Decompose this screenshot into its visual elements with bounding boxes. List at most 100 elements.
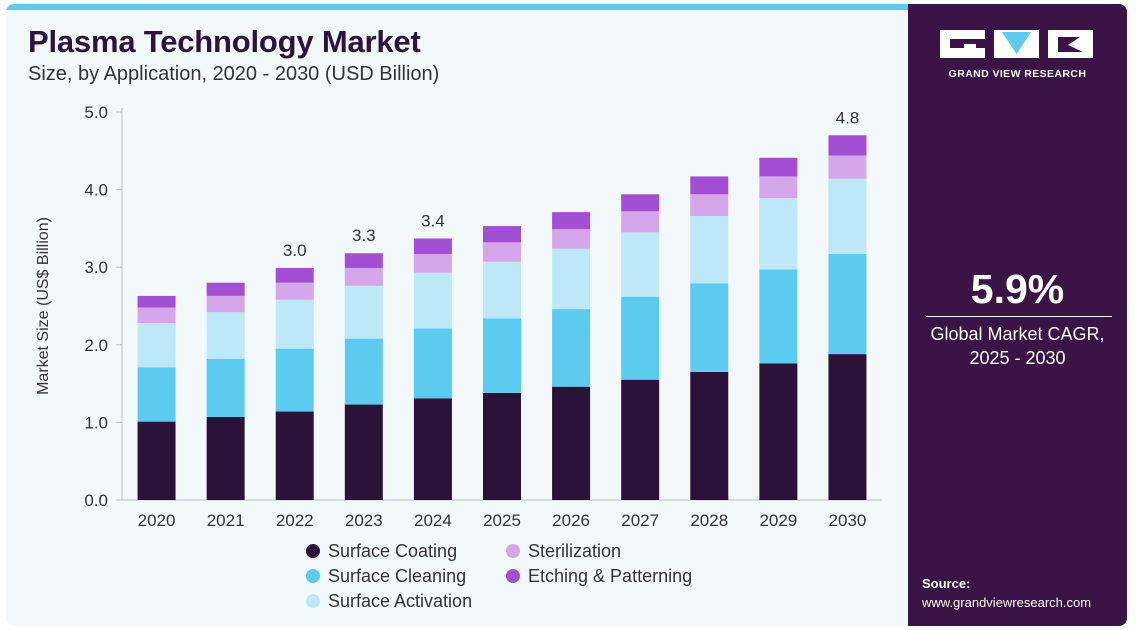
infographic: Plasma Technology Market Size, by Applic…	[6, 4, 1127, 626]
bar-segment-surface-coating	[275, 411, 314, 500]
legend-label: Sterilization	[528, 541, 622, 561]
legend-item-surface-coating: Surface Coating	[306, 541, 457, 562]
bar-segment-etching-patterning	[137, 295, 176, 308]
legend-label: Etching & Patterning	[528, 566, 693, 586]
bar-segment-sterilization	[206, 295, 245, 313]
bar-segment-etching-patterning	[690, 176, 729, 195]
accent-bar	[6, 4, 908, 10]
bar-segment-sterilization	[828, 155, 867, 179]
bar-segment-surface-cleaning	[483, 318, 521, 393]
bar-segment-etching-patterning	[828, 135, 867, 156]
bar-segment-surface-activation	[690, 215, 729, 284]
x-tick-label: 2024	[414, 511, 452, 530]
bar-segment-sterilization	[275, 282, 314, 300]
bar-segment-surface-cleaning	[206, 358, 245, 417]
bar-segment-surface-cleaning	[759, 269, 798, 364]
divider	[926, 316, 1112, 317]
legend-item-sterilization: Sterilization	[506, 541, 621, 562]
bar-segment-sterilization	[690, 194, 729, 216]
x-tick-label: 2028	[690, 511, 728, 530]
bar-segment-etching-patterning	[759, 157, 798, 177]
stacked-bar-chart: 0.0 1.0 2.0 3.0 4.0 5.0 Market Size (US$ Billi…	[35, 103, 882, 530]
bar-segment-surface-activation	[275, 299, 314, 349]
chart-title: Plasma Technology Market	[28, 24, 421, 59]
y-tick-label: 0.0	[84, 491, 108, 510]
legend-swatch-surface-activation	[306, 594, 320, 608]
chart-panel: Plasma Technology Market Size, by Applic…	[6, 4, 908, 626]
summary-panel: GRAND VIEW RESEARCH 5.9% Global Market C…	[908, 4, 1127, 626]
bar-segment-surface-coating	[137, 421, 176, 500]
legend-label: Surface Cleaning	[328, 566, 467, 586]
y-axis-label: Market Size (US$ Billion)	[35, 217, 52, 395]
bar-segment-surface-cleaning	[275, 348, 314, 412]
bar-segment-surface-activation	[344, 285, 383, 339]
bar-total-label: 3.4	[421, 211, 445, 230]
bar-segment-surface-cleaning	[828, 254, 867, 355]
bar-segment-sterilization	[759, 176, 798, 199]
legend-item-surface-cleaning: Surface Cleaning	[306, 566, 466, 587]
legend-swatch-surface-cleaning	[306, 569, 320, 583]
x-tick-label: 2021	[207, 511, 245, 530]
x-tick-label: 2026	[552, 511, 590, 530]
bar-segment-surface-coating	[759, 363, 798, 500]
bar-total-label: 4.8	[836, 108, 860, 127]
bar-segment-surface-coating	[690, 371, 729, 500]
bar-segment-sterilization	[552, 229, 591, 249]
bar-segment-surface-coating	[828, 354, 867, 500]
bar-segment-sterilization	[413, 254, 452, 273]
bar-segment-surface-coating	[483, 392, 521, 500]
bar-segment-surface-activation	[552, 248, 591, 310]
y-tick-label: 2.0	[84, 336, 108, 355]
x-tick-label: 2023	[345, 511, 383, 530]
bar-segment-surface-activation	[137, 323, 176, 368]
bar-segment-sterilization	[621, 211, 660, 233]
x-tick-label: 2020	[138, 511, 176, 530]
bar-segment-etching-patterning	[206, 282, 245, 296]
bar-segment-surface-activation	[621, 232, 660, 297]
bar-segment-surface-cleaning	[621, 296, 660, 380]
legend-swatch-etching-patterning	[506, 569, 520, 583]
legend-swatch-surface-coating	[306, 544, 320, 558]
cagr-label: Global Market CAGR, 2025 - 2030	[908, 322, 1127, 370]
bar-segment-surface-activation	[828, 178, 867, 255]
legend-label: Surface Coating	[328, 541, 458, 561]
grand-view-research-logo	[940, 30, 1093, 58]
source-title: Source:	[922, 576, 971, 591]
legend-swatch-sterilization	[506, 544, 520, 558]
bar-segment-sterilization	[483, 242, 521, 262]
bar-segment-surface-cleaning	[690, 283, 729, 372]
bar-segment-surface-coating	[552, 386, 591, 500]
bar-segment-surface-activation	[206, 312, 245, 359]
y-tick-label: 4.0	[84, 181, 108, 200]
legend-label: Surface Activation	[328, 591, 473, 611]
bar-segment-etching-patterning	[552, 212, 591, 230]
bar-segment-surface-coating	[413, 398, 452, 500]
cagr-label-line2: 2025 - 2030	[969, 348, 1066, 368]
bar-segment-surface-cleaning	[344, 338, 383, 405]
bar-segment-surface-activation	[413, 272, 452, 329]
y-tick-label: 5.0	[84, 103, 108, 122]
bar-total-label: 3.3	[352, 226, 376, 245]
bar-segment-etching-patterning	[621, 194, 660, 212]
bar-segment-surface-cleaning	[137, 367, 176, 422]
bar-segment-etching-patterning	[483, 226, 521, 243]
bar-segment-surface-coating	[206, 416, 245, 500]
legend-item-etching-patterning: Etching & Patterning	[506, 566, 692, 587]
bar-segment-surface-activation	[759, 198, 798, 270]
chart-subtitle: Size, by Application, 2020 - 2030 (USD B…	[28, 63, 440, 85]
bar-total-label: 3.0	[283, 241, 307, 260]
bar-segment-sterilization	[137, 307, 176, 324]
bar-segment-etching-patterning	[275, 267, 314, 283]
cagr-label-line1: Global Market CAGR,	[930, 324, 1105, 344]
x-tick-label: 2030	[829, 511, 867, 530]
bar-segment-surface-cleaning	[552, 309, 591, 387]
y-tick-label: 1.0	[84, 413, 108, 432]
bar-segment-surface-activation	[483, 261, 521, 319]
bar-segment-surface-cleaning	[413, 328, 452, 399]
x-tick-label: 2022	[276, 511, 314, 530]
y-tick-label: 3.0	[84, 258, 108, 277]
cagr-value: 5.9%	[970, 266, 1065, 312]
bar-segment-etching-patterning	[344, 253, 383, 268]
source-url[interactable]: www.grandviewresearch.com	[922, 595, 1092, 610]
x-tick-label: 2025	[483, 511, 521, 530]
